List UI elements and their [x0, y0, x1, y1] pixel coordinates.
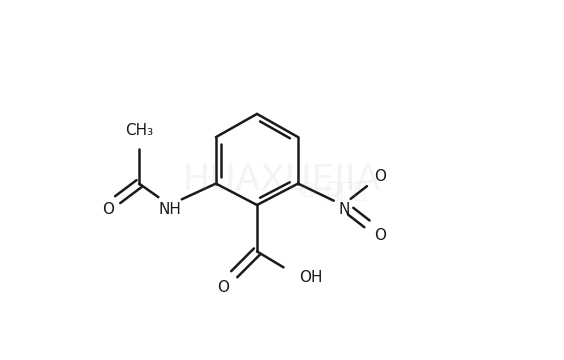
Text: CH₃: CH₃: [125, 123, 153, 138]
Text: NH: NH: [158, 202, 181, 217]
Text: ® 化学加: ® 化学加: [297, 181, 367, 201]
Text: O: O: [217, 280, 229, 296]
Text: O: O: [374, 228, 386, 243]
Text: OH: OH: [299, 270, 323, 285]
Text: O: O: [102, 202, 114, 217]
Text: N: N: [339, 202, 350, 217]
Text: HUAXUEJIA: HUAXUEJIA: [183, 163, 381, 197]
Text: O: O: [374, 169, 386, 184]
